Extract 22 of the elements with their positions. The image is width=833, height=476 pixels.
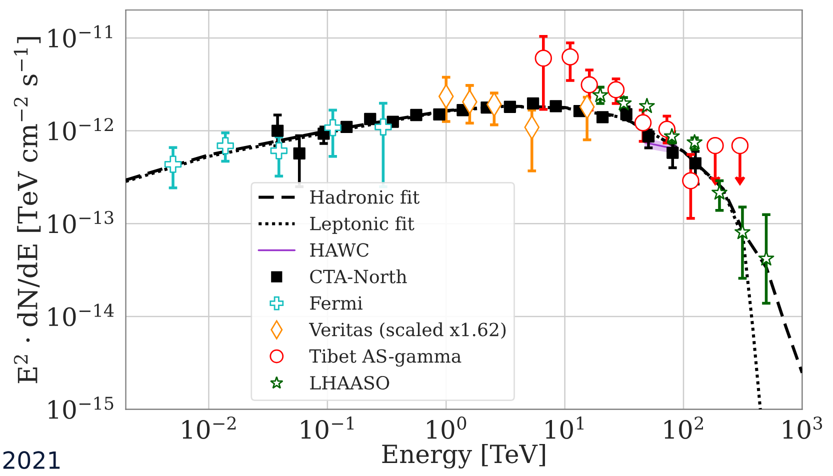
x-tick-label: 10$^{1}$ [546,416,584,439]
legend-label: Veritas (scaled x1.62) [308,322,506,339]
x-tick-label: 10$^{3}$ [783,416,822,439]
y-tick-label: 10$^{−13}$ [48,210,114,234]
legend-label: Fermi [310,296,362,310]
x-axis-title: Energy [TeV] [382,444,545,469]
legend-label: Hadronic fit [310,190,420,204]
x-tick-label: 10$^{2}$ [664,416,703,439]
legend-label: HAWC [310,243,369,257]
y-tick-label: 10$^{−15}$ [48,396,114,420]
y-axis-title: E$^{2}$ · dN/dE [TeV cm$^{−2}$ s$^{−1}$] [14,37,41,384]
y-tick-label: 10$^{−14}$ [48,304,114,326]
x-tick-label: 10$^{0}$ [427,416,466,439]
legend-label: Leptonic fit [310,216,414,234]
x-tick-label: 10$^{−1}$ [301,416,354,439]
legend-label: CTA-North [310,269,407,284]
y-tick-label: 10$^{−11}$ [48,25,112,48]
legend-label: Tibet AS-gamma [309,348,462,367]
legend-label: LHAASO [310,376,390,390]
y-tick-label: 10$^{−12}$ [48,118,113,140]
x-tick-label: 10$^{−2}$ [182,416,236,439]
text: 2021 [3,451,60,470]
